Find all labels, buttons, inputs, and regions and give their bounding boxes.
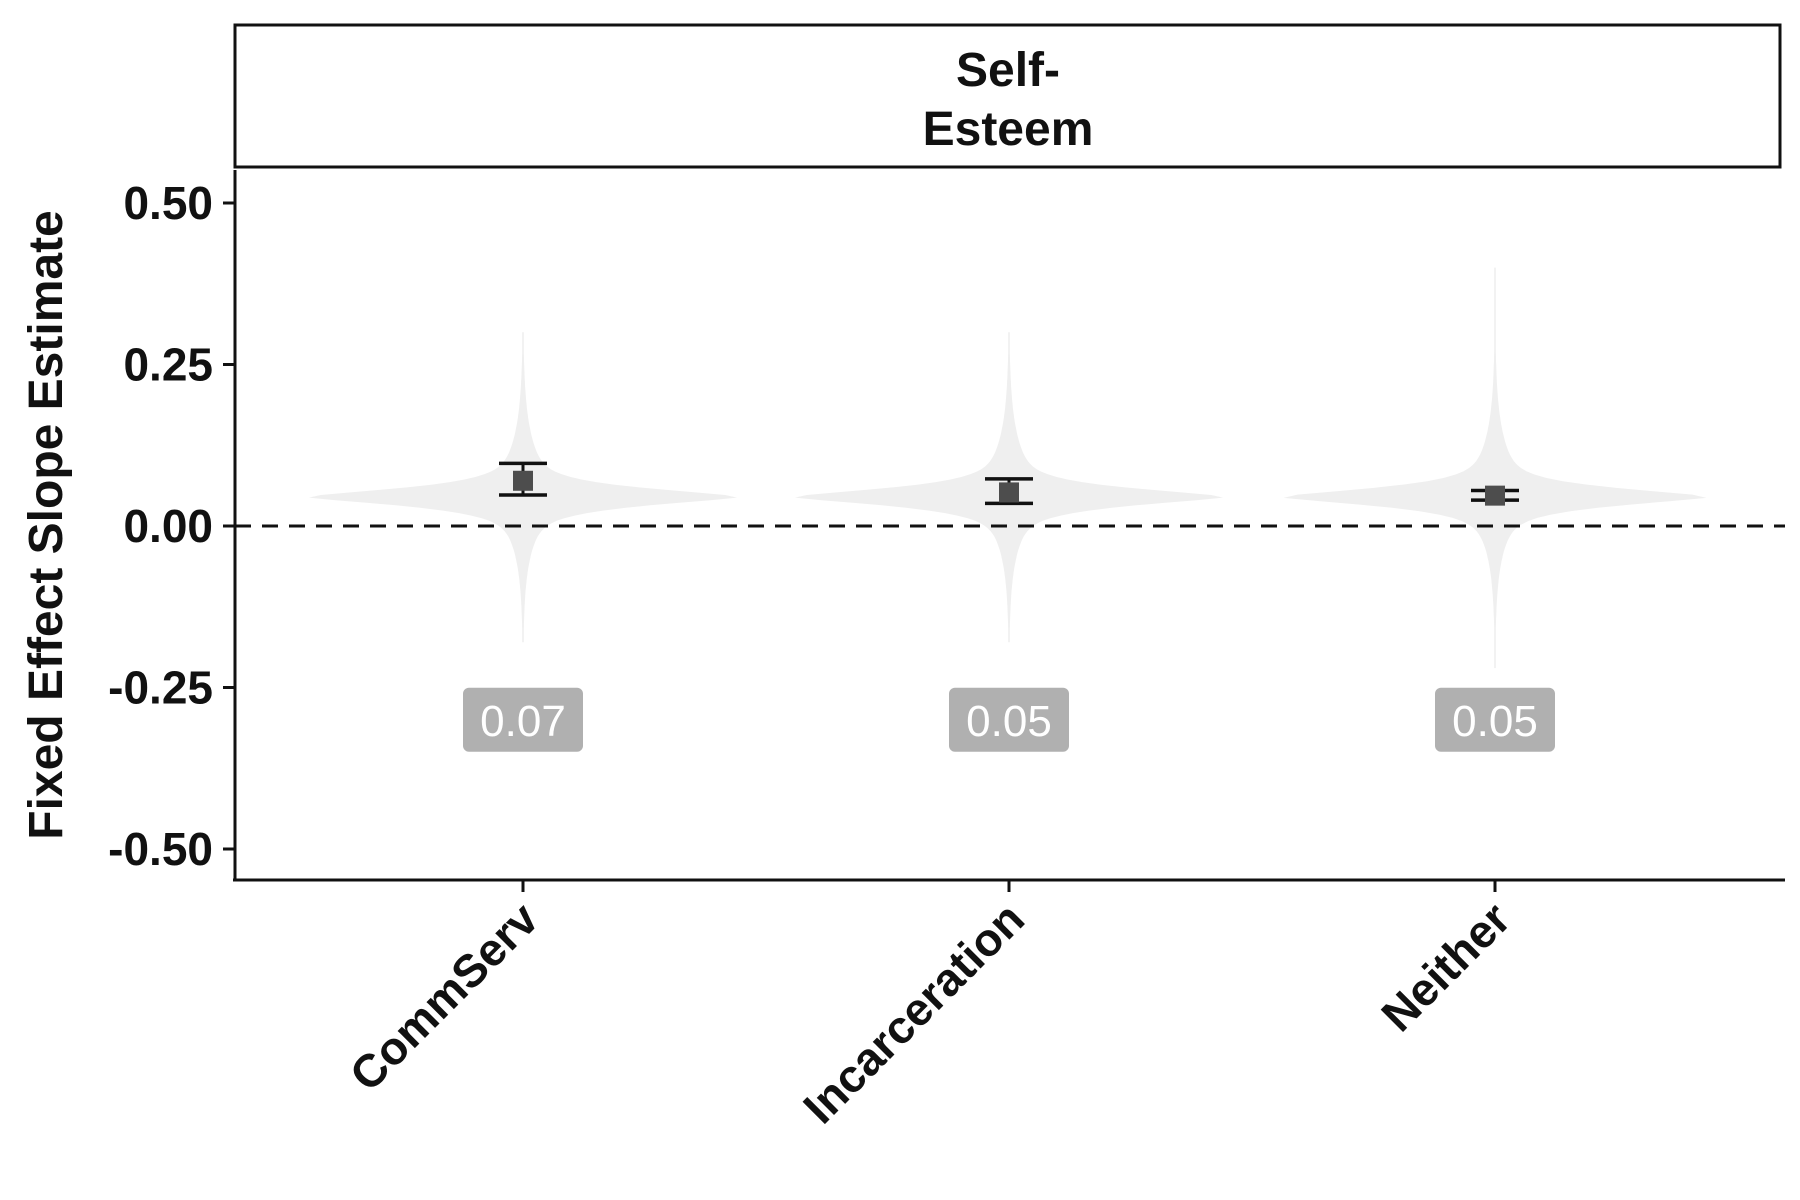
panel-title-line-1: Self- (956, 44, 1060, 97)
x-tick-label-incarceration: Incarceration (793, 892, 1034, 1133)
point-estimate-incarceration (999, 482, 1019, 503)
panel-title-line-2: Esteem (923, 103, 1094, 156)
y-tick-label: -0.50 (108, 823, 213, 875)
y-tick-label: 0.25 (123, 339, 213, 391)
y-ticks-layer: 0.50 0.25 0.00 -0.25 -0.50 (108, 177, 235, 875)
y-tick-label: -0.25 (108, 662, 213, 714)
data-label-box-incarceration (949, 687, 1069, 752)
data-label-incarceration: 0.05 (966, 697, 1052, 746)
x-tick-label-neither: Neither (1371, 892, 1520, 1041)
x-tick-label-commserv: CommServ (340, 892, 549, 1101)
data-label-neither: 0.05 (1452, 697, 1538, 746)
x-ticks-layer: CommServ Incarceration Neither (340, 880, 1520, 1133)
y-tick-label: 0.50 (123, 177, 213, 229)
data-label-commserv: 0.07 (480, 697, 566, 746)
violin-neither (1283, 267, 1707, 669)
data-label-box-neither (1435, 687, 1555, 752)
point-estimate-commserv (513, 470, 533, 491)
violins-layer (308, 267, 1707, 669)
data-label-box-commserv (463, 687, 583, 752)
y-axis-title: Fixed Effect Slope Estimate (20, 210, 73, 840)
y-tick-label: 0.00 (123, 500, 213, 552)
point-estimate-neither (1485, 485, 1505, 506)
panel-strip (233, 23, 1782, 169)
marks-layer: 0.07 0.05 0.05 (463, 461, 1555, 752)
